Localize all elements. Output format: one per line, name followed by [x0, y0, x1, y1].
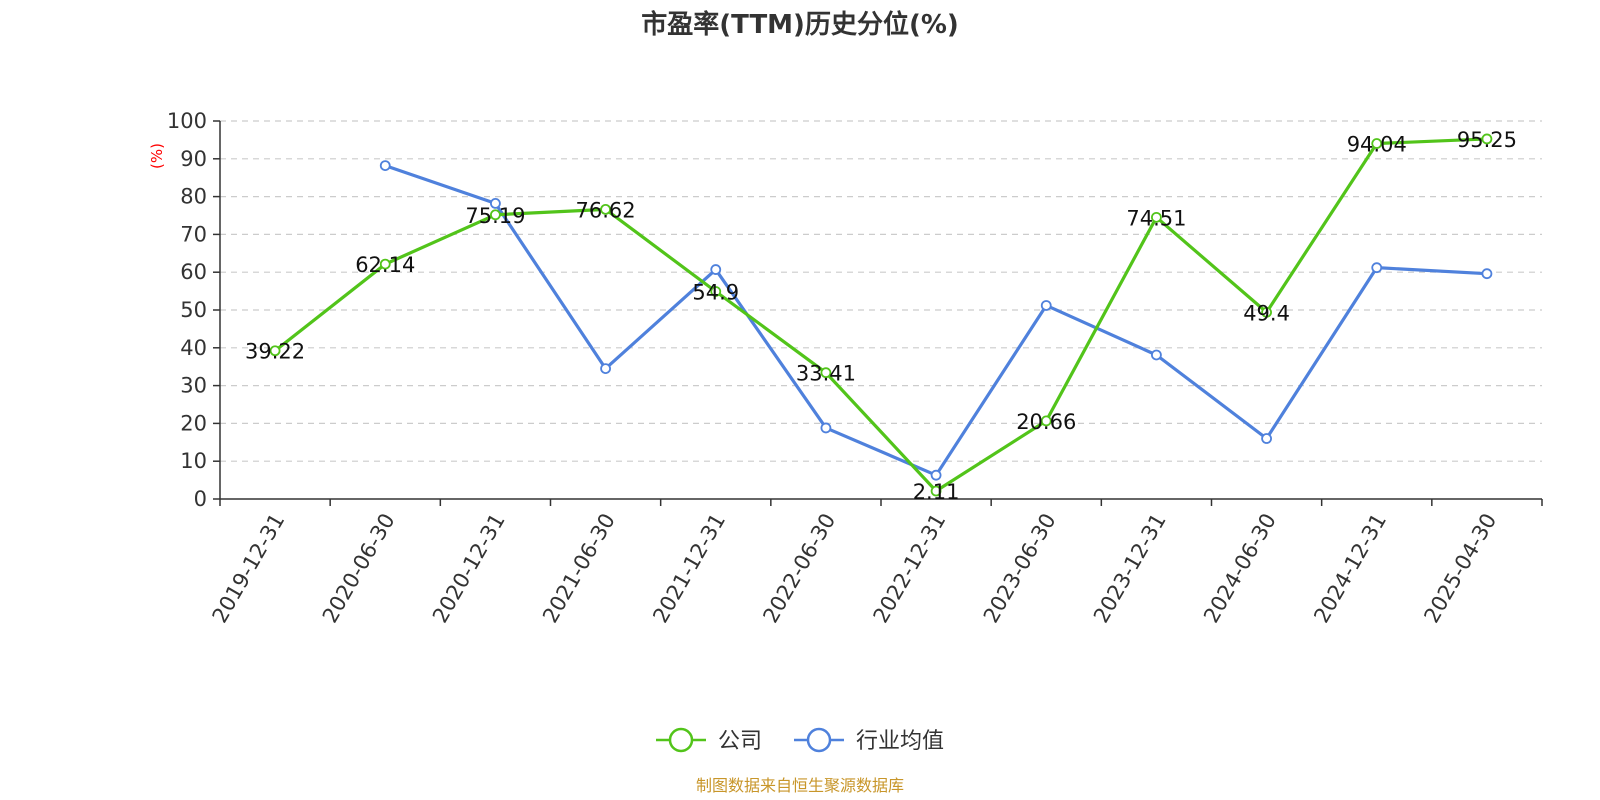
- data-point: [490, 198, 501, 209]
- y-tick-labels: 0 10 20 30 40 50 60 70 80 90 100: [167, 109, 207, 511]
- data-label: 2.11: [913, 480, 960, 504]
- data-point: [1151, 349, 1162, 361]
- data-point: [710, 286, 722, 297]
- data-point: [710, 264, 722, 275]
- x-tick-label: 2025-04-30: [1419, 509, 1501, 627]
- legend-item[interactable]: 公司: [656, 727, 762, 754]
- y-tick-label: 60: [180, 260, 207, 284]
- x-tick-label: 2020-06-30: [318, 509, 400, 627]
- y-tick-label: 100: [167, 109, 207, 133]
- data-point: [930, 469, 942, 481]
- y-tick-label: 40: [180, 336, 207, 360]
- data-point: [379, 160, 391, 172]
- data-point: [600, 203, 611, 215]
- data-point: [1481, 268, 1493, 280]
- data-point: [269, 345, 281, 357]
- data-point: [820, 367, 832, 379]
- y-tick-label: 80: [180, 185, 207, 209]
- y-tick-label: 20: [180, 411, 207, 435]
- data-label: 75.19: [465, 204, 525, 228]
- data-point: [1261, 306, 1272, 318]
- source-note: 制图数据来自恒生聚源数据库: [696, 776, 904, 795]
- data-labels: 39.22 62.14 75.19 76.62 54.9 33.41 2.11 20.66 74…: [245, 128, 1517, 504]
- y-axis-label: (%): [148, 143, 166, 169]
- data-point: [1151, 211, 1162, 223]
- data-point: [820, 422, 832, 434]
- x-tick-label: 2023-06-30: [979, 509, 1061, 627]
- chart-title: 市盈率(TTM)历史分位(%): [641, 9, 959, 40]
- data-point: [1040, 300, 1052, 311]
- data-label: 74.51: [1126, 206, 1186, 230]
- x-tick-label: 2022-06-30: [758, 509, 840, 627]
- series-points: [269, 133, 1493, 497]
- data-point: [1261, 433, 1272, 444]
- legend-circle-icon: [806, 727, 832, 753]
- data-point: [1371, 138, 1383, 149]
- series-line: [273, 137, 1489, 493]
- legend-item[interactable]: 行业均值: [794, 727, 944, 754]
- x-tick-labels: 2019-12-31 2020-06-30 2020-12-31 2021-06-30…: [208, 509, 1502, 627]
- data-label: 39.22: [245, 340, 305, 364]
- data-label: 20.66: [1016, 410, 1076, 434]
- legend-circle-icon: [668, 727, 694, 753]
- data-label: 54.9: [692, 280, 739, 304]
- x-tick-label: 2024-06-30: [1199, 509, 1281, 627]
- data-label: 95.25: [1457, 128, 1517, 152]
- y-tick-label: 0: [194, 487, 207, 511]
- y-tick-label: 70: [180, 222, 207, 246]
- data-label: 62.14: [355, 253, 415, 277]
- data-point: [930, 485, 942, 497]
- x-tick-label: 2022-12-31: [869, 509, 951, 627]
- axes: [213, 120, 1543, 506]
- data-point: [600, 363, 611, 374]
- series-lines: [273, 137, 1489, 493]
- data-point: [1481, 133, 1493, 145]
- x-tick-label: 2021-06-30: [538, 509, 620, 627]
- data-label: 33.41: [796, 362, 856, 386]
- data-point: [1040, 415, 1052, 427]
- data-point: [379, 258, 391, 270]
- y-tick-label: 10: [180, 449, 207, 473]
- data-point: [490, 209, 501, 221]
- x-tick-label: 2024-12-31: [1309, 509, 1391, 627]
- x-tick-label: 2019-12-31: [208, 509, 290, 627]
- legend[interactable]: 公司 行业均值: [656, 727, 944, 754]
- legend-label: 行业均值: [856, 729, 944, 754]
- data-label: 49.4: [1243, 301, 1290, 325]
- y-tick-label: 90: [180, 147, 207, 171]
- data-point: [1371, 262, 1383, 274]
- y-tick-label: 30: [180, 374, 207, 398]
- data-label: 94.04: [1347, 133, 1407, 157]
- grid-lines: [220, 120, 1542, 462]
- x-tick-label: 2023-12-31: [1089, 509, 1171, 627]
- legend-label: 公司: [718, 729, 762, 754]
- data-label: 76.62: [576, 198, 636, 222]
- x-tick-label: 2021-12-31: [648, 509, 730, 627]
- y-tick-label: 50: [180, 298, 207, 322]
- x-tick-label: 2020-12-31: [428, 509, 510, 627]
